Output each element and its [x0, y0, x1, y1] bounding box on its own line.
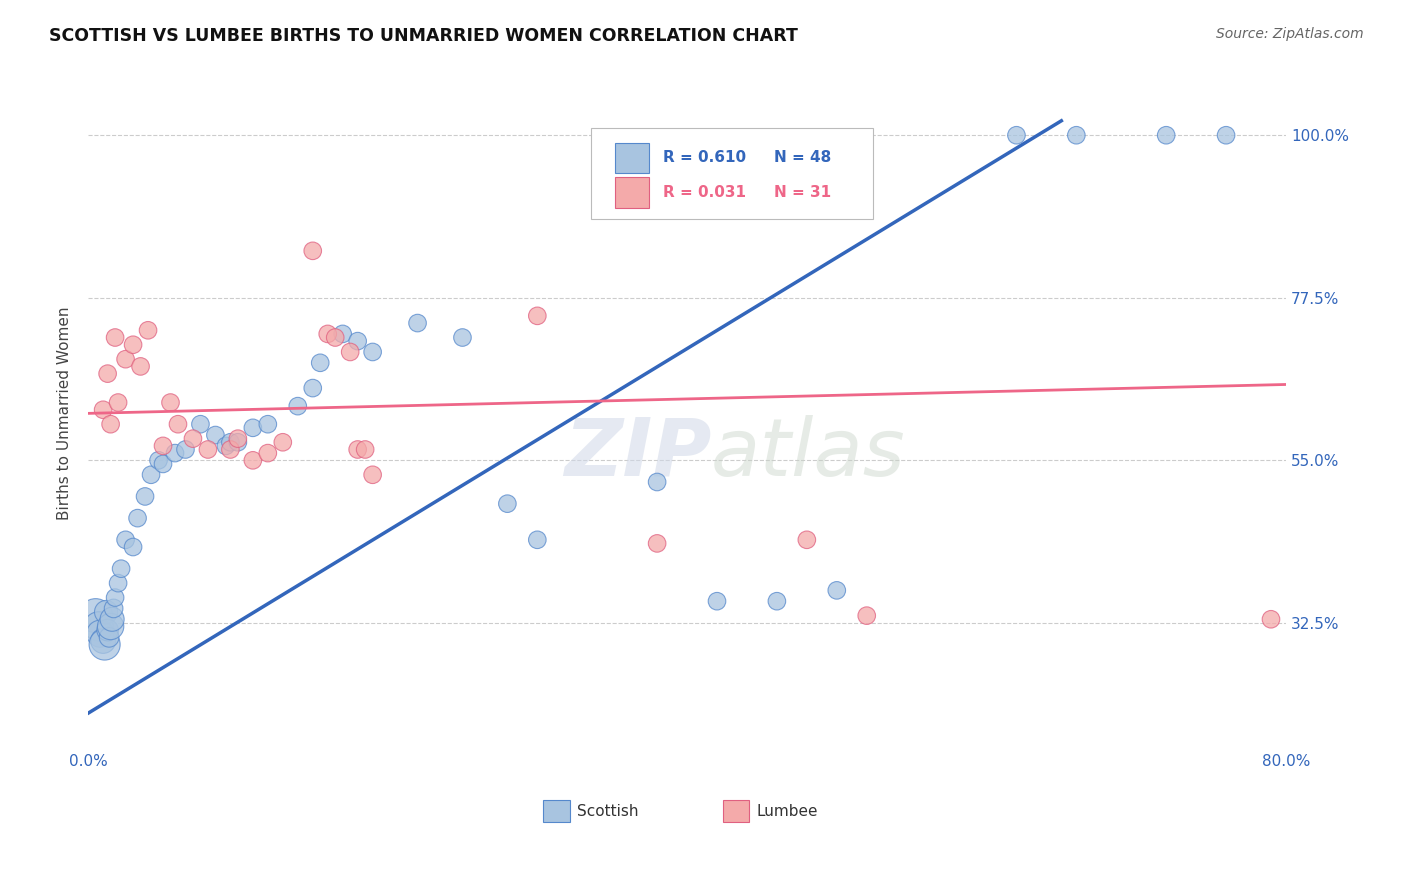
Point [122, 337, 145, 351]
Point [526, 309, 548, 323]
Point [1005, 128, 1028, 143]
Text: N = 48: N = 48 [775, 150, 832, 165]
FancyBboxPatch shape [616, 143, 648, 173]
Point [219, 435, 242, 450]
Point [190, 417, 212, 432]
FancyBboxPatch shape [592, 128, 873, 219]
Point [159, 395, 181, 409]
Point [271, 435, 294, 450]
Text: R = 0.610: R = 0.610 [664, 150, 747, 165]
Point [152, 439, 174, 453]
Point [1215, 128, 1237, 143]
Point [219, 442, 242, 457]
Point [110, 562, 132, 576]
Point [197, 442, 219, 457]
Point [84, 608, 107, 623]
Point [215, 439, 238, 453]
Point [242, 453, 264, 467]
Text: atlas: atlas [711, 415, 905, 492]
Text: Scottish: Scottish [576, 804, 638, 819]
Point [451, 330, 474, 344]
Point [87, 619, 110, 633]
Point [323, 330, 346, 344]
Point [104, 591, 127, 605]
Point [226, 435, 249, 450]
Point [97, 623, 120, 637]
Point [645, 475, 668, 489]
Point [226, 432, 249, 446]
Point [346, 334, 368, 348]
Point [107, 576, 129, 591]
Text: Source: ZipAtlas.com: Source: ZipAtlas.com [1216, 27, 1364, 41]
Point [316, 326, 339, 341]
Point [496, 497, 519, 511]
Point [181, 432, 204, 446]
Point [122, 540, 145, 554]
Point [287, 399, 309, 413]
Y-axis label: Births to Unmarried Women: Births to Unmarried Women [58, 307, 72, 520]
Text: ZIP: ZIP [564, 415, 711, 492]
Point [256, 446, 278, 460]
Point [114, 533, 136, 547]
Point [103, 601, 125, 615]
Point [309, 356, 332, 370]
Point [89, 626, 111, 640]
Point [136, 323, 159, 337]
FancyBboxPatch shape [543, 800, 569, 822]
Point [107, 395, 129, 409]
Point [174, 442, 197, 457]
Point [361, 467, 384, 482]
Point [148, 453, 170, 467]
Point [101, 612, 124, 626]
Point [766, 594, 789, 608]
Point [406, 316, 429, 330]
Point [167, 417, 190, 432]
Point [152, 457, 174, 471]
Point [100, 619, 122, 633]
Point [91, 634, 114, 648]
Point [97, 367, 120, 381]
FancyBboxPatch shape [723, 800, 749, 822]
Point [301, 381, 323, 395]
Point [163, 446, 186, 460]
Point [301, 244, 323, 258]
Point [796, 533, 818, 547]
Point [354, 442, 377, 457]
Point [526, 533, 548, 547]
Point [91, 402, 114, 417]
Point [1154, 128, 1177, 143]
Point [361, 345, 384, 359]
Point [129, 359, 152, 374]
Point [645, 536, 668, 550]
Point [332, 326, 354, 341]
Point [104, 330, 127, 344]
Point [706, 594, 728, 608]
Point [339, 345, 361, 359]
Text: Lumbee: Lumbee [756, 804, 818, 819]
Point [94, 605, 117, 619]
Point [256, 417, 278, 432]
Point [114, 352, 136, 367]
Point [825, 583, 848, 598]
Point [855, 608, 877, 623]
Point [93, 638, 115, 652]
Text: R = 0.031: R = 0.031 [664, 185, 747, 200]
Point [134, 490, 156, 504]
Point [204, 428, 226, 442]
Point [346, 442, 368, 457]
Point [100, 417, 122, 432]
Point [242, 421, 264, 435]
Point [1066, 128, 1088, 143]
Point [127, 511, 149, 525]
Text: N = 31: N = 31 [775, 185, 831, 200]
Point [1260, 612, 1282, 626]
FancyBboxPatch shape [616, 178, 648, 208]
Text: SCOTTISH VS LUMBEE BIRTHS TO UNMARRIED WOMEN CORRELATION CHART: SCOTTISH VS LUMBEE BIRTHS TO UNMARRIED W… [49, 27, 799, 45]
Point [139, 467, 162, 482]
Point [98, 630, 121, 644]
